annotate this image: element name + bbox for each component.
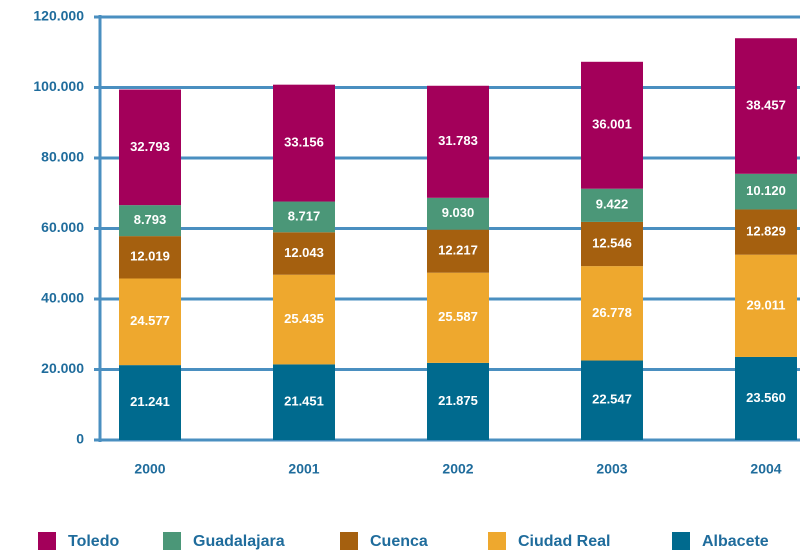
data-label: 25.435 xyxy=(284,311,324,326)
data-label: 32.793 xyxy=(130,139,170,154)
bar-segment xyxy=(273,364,335,440)
data-label: 26.778 xyxy=(592,305,632,320)
data-label: 31.783 xyxy=(438,133,478,148)
bar-segment xyxy=(427,272,489,363)
bar-segment xyxy=(735,356,797,440)
y-tick-label: 120.000 xyxy=(33,8,84,24)
y-tick-label: 0 xyxy=(76,431,84,447)
data-label: 29.011 xyxy=(746,297,785,312)
bar-segment xyxy=(735,254,797,357)
data-label: 24.577 xyxy=(130,313,170,328)
data-label: 9.030 xyxy=(442,205,475,220)
bar-segment xyxy=(427,197,489,230)
data-label: 38.457 xyxy=(746,97,786,112)
data-label: 8.793 xyxy=(134,212,167,227)
bar-segment xyxy=(581,221,643,267)
data-label: 8.717 xyxy=(288,208,321,223)
bar-segment xyxy=(119,365,181,440)
bar-segment xyxy=(581,266,643,361)
data-label: 23.560 xyxy=(746,390,786,405)
bar-segment xyxy=(427,229,489,273)
bar-segment xyxy=(735,38,797,174)
data-label: 12.829 xyxy=(746,224,786,239)
bar-segment xyxy=(427,85,489,198)
bar-segment xyxy=(273,232,335,275)
x-tick-label: 2004 xyxy=(750,461,781,477)
bar-segment xyxy=(119,236,181,279)
y-tick-label: 60.000 xyxy=(41,219,84,235)
legend-label: Ciudad Real xyxy=(518,533,610,550)
bar-segment xyxy=(581,188,643,222)
bar-segment xyxy=(273,84,335,202)
legend-swatch xyxy=(163,532,181,550)
bar-segment xyxy=(581,360,643,440)
bar-segment xyxy=(119,205,181,237)
x-tick-label: 2001 xyxy=(288,461,319,477)
bar-segment xyxy=(273,274,335,365)
data-label: 21.451 xyxy=(284,394,324,409)
legend-swatch xyxy=(488,532,506,550)
legend-swatch xyxy=(38,532,56,550)
data-label: 21.875 xyxy=(438,393,478,408)
data-label: 22.547 xyxy=(592,392,632,407)
legend-swatch xyxy=(340,532,358,550)
data-label: 12.043 xyxy=(284,245,324,260)
bar-segment xyxy=(581,61,643,189)
legend-label: Cuenca xyxy=(370,533,428,550)
data-label: 33.156 xyxy=(284,135,324,150)
y-tick-label: 100.000 xyxy=(33,78,84,94)
bar-segment xyxy=(119,89,181,206)
x-tick-label: 2003 xyxy=(596,461,627,477)
y-tick-label: 40.000 xyxy=(41,290,84,306)
bar-segment xyxy=(427,362,489,440)
legend-swatch xyxy=(672,532,690,550)
data-label: 12.546 xyxy=(592,235,632,250)
bar-segment xyxy=(119,278,181,366)
bar-segment xyxy=(735,209,797,255)
data-label: 10.120 xyxy=(746,183,786,198)
data-label: 36.001 xyxy=(592,117,632,132)
data-label: 12.019 xyxy=(130,249,170,264)
bar-segment xyxy=(273,201,335,233)
x-tick-label: 2000 xyxy=(134,461,165,477)
data-label: 12.217 xyxy=(438,243,478,258)
legend-label: Albacete xyxy=(702,533,769,550)
data-label: 25.587 xyxy=(438,309,478,324)
bar-segment xyxy=(735,173,797,210)
legend-label: Toledo xyxy=(68,533,119,550)
data-label: 9.422 xyxy=(596,197,629,212)
y-tick-label: 80.000 xyxy=(41,149,84,165)
y-tick-label: 20.000 xyxy=(41,360,84,376)
data-label: 21.241 xyxy=(130,394,170,409)
x-tick-label: 2002 xyxy=(442,461,473,477)
legend-label: Guadalajara xyxy=(193,533,285,550)
